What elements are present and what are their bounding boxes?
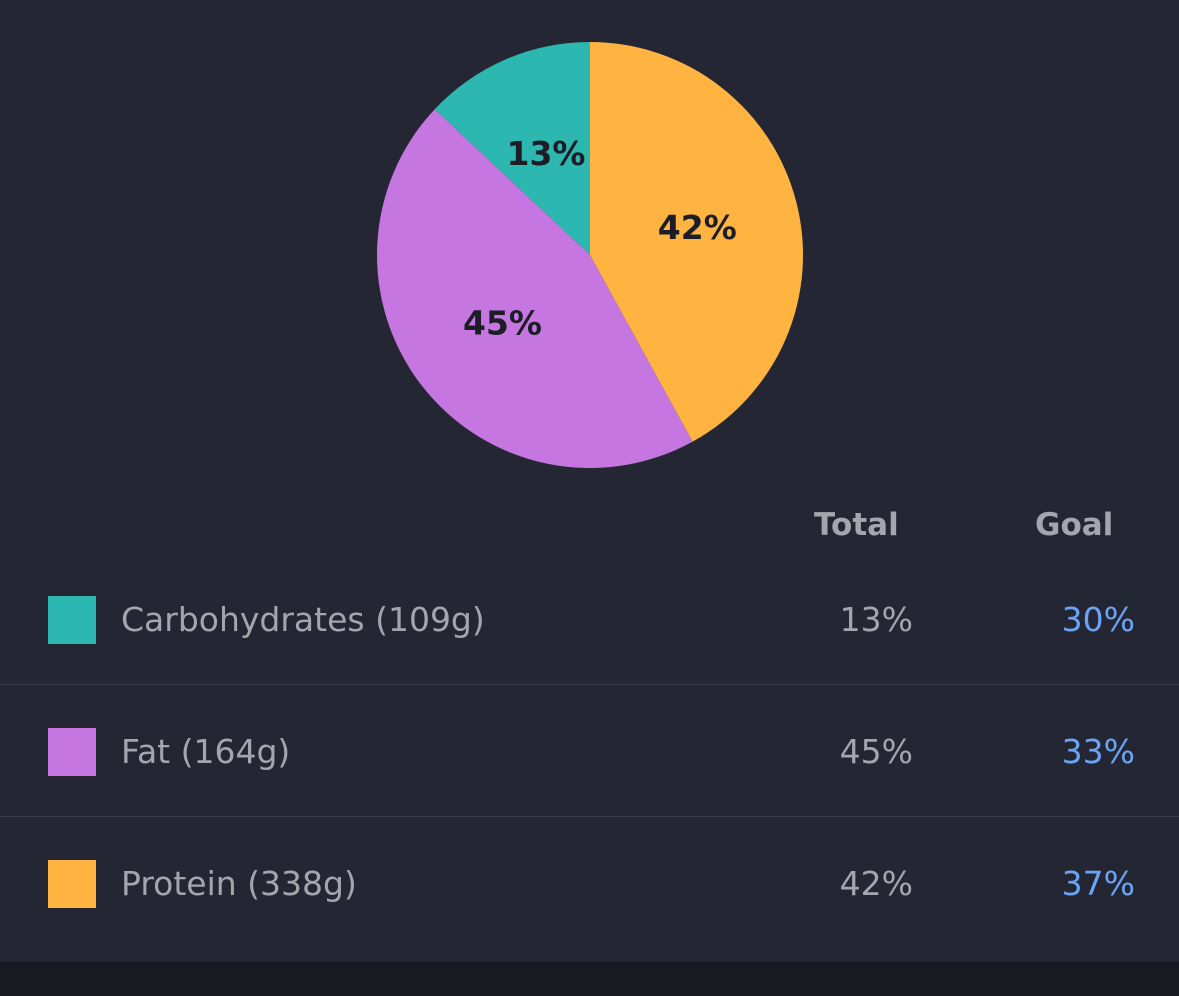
- pie-slice-protein: [590, 42, 803, 442]
- macro-row-protein: Protein (338g) 42% 37%: [0, 817, 1179, 948]
- pie-slice-carbohydrates: [434, 42, 590, 255]
- fat-color-swatch: [48, 728, 96, 776]
- macro-row-fat: Fat (164g) 45% 33%: [0, 685, 1179, 817]
- macro-pie-chart: 13% 45% 42%: [376, 42, 803, 469]
- pie-label-protein: 42%: [658, 208, 737, 247]
- fat-label: Fat (164g): [121, 732, 291, 771]
- protein-color-swatch: [48, 860, 96, 908]
- pie-label-carbohydrates: 13%: [507, 134, 586, 173]
- fat-total: 45%: [839, 732, 913, 771]
- fat-goal[interactable]: 33%: [1061, 732, 1135, 771]
- goal-column-header: Goal: [1035, 507, 1114, 543]
- carbohydrates-total: 13%: [839, 600, 913, 639]
- protein-total: 42%: [839, 864, 913, 903]
- bottom-bar: [0, 962, 1179, 996]
- protein-goal[interactable]: 37%: [1061, 864, 1135, 903]
- total-column-header: Total: [814, 507, 899, 543]
- protein-label: Protein (338g): [121, 864, 357, 903]
- carbohydrates-goal[interactable]: 30%: [1061, 600, 1135, 639]
- carbohydrates-color-swatch: [48, 596, 96, 644]
- pie-label-fat: 45%: [463, 303, 542, 342]
- macro-row-carbohydrates: Carbohydrates (109g) 13% 30%: [0, 553, 1179, 685]
- carbohydrates-label: Carbohydrates (109g): [121, 600, 485, 639]
- pie-slice-fat: [376, 109, 693, 469]
